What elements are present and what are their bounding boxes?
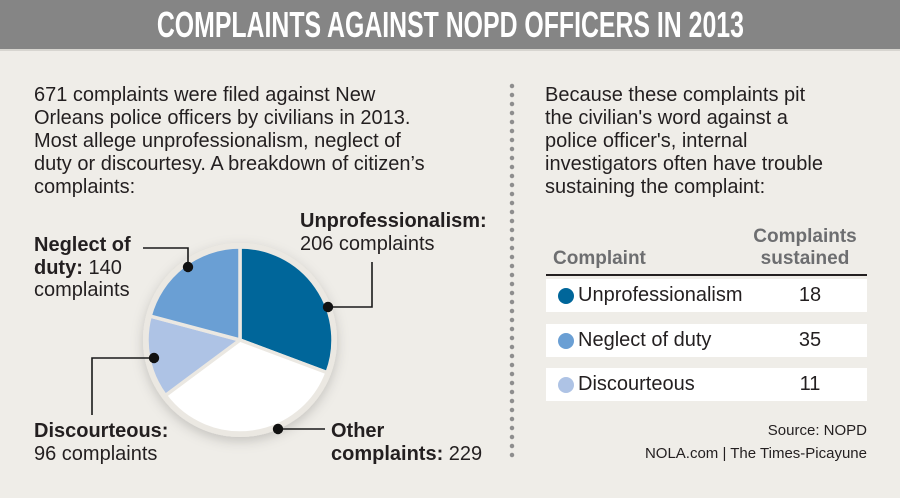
leader-discourteous [91,352,160,415]
right-intro-line: Because these complaints pit [545,84,806,106]
pie-border [143,243,337,437]
label-title: Neglect of [34,234,131,256]
pie-slices [145,245,335,435]
left-intro-line: 671 complaints were filed against New [34,84,376,106]
leader-unprofessionalism [322,262,373,313]
title-bar: COMPLAINTS AGAINST NOPD OFFICERS IN 2013 [0,0,900,51]
label-title: complaints: [331,442,444,465]
pie-slice-neglect-of-duty [148,245,242,342]
legend-dot-icon [558,376,574,393]
leader-dot-icon [182,261,194,273]
right-intro-line: investigators often have trouble [545,153,823,175]
table-header-line: Complaints [753,226,857,247]
table-row: Neglect of duty 35 [546,324,867,357]
label-discourteous: Discourteous: 96 complaints [34,420,168,465]
legend-dot-icon [558,332,574,349]
table-cell-complaint: Discourteous [578,373,695,395]
page-title: COMPLAINTS AGAINST NOPD OFFICERS IN 2013 [156,3,744,45]
leader-dot-icon [322,301,334,313]
left-intro-line: Most allege unprofessionalism, neglect o… [34,130,401,152]
source-credit: Source: NOPD [767,422,867,439]
table-header-sustained: Complaints sustained [745,226,865,270]
label-unprofessionalism: Unprofessionalism: 206 complaints [300,210,487,255]
pie-slice-discourteous [145,314,242,398]
label-neglect-of-duty: Neglect of duty: 140 complaints [34,234,131,302]
left-intro-line: complaints: [34,176,136,198]
table-header-line: sustained [760,248,850,269]
label-title: Discourteous: [34,420,169,442]
legend-dot-icon [558,287,574,304]
left-intro-line: Orleans police officers by civilians in … [34,107,411,129]
leader-dot-icon [148,352,160,364]
table-cell-sustained: 18 [798,284,822,306]
leader-dot-icon [272,423,284,435]
right-intro-paragraph: Because these complaints pit the civilia… [545,84,823,199]
publisher-credit: NOLA.com | The Times-Picayune [644,445,867,462]
table-cell-sustained: 35 [798,329,822,351]
table-row: Unprofessionalism 18 [546,279,867,312]
table-cell-sustained: 11 [799,373,821,395]
label-title: duty: [34,256,83,279]
label-title: Unprofessionalism: [300,210,487,232]
label-value: 206 complaints [300,232,435,255]
leader-neglect [143,247,194,273]
pie-slice-unprofessionalism [238,245,335,375]
right-intro-line: the civilian's word against a [545,107,788,129]
table-cell-complaint: Neglect of duty [578,329,712,351]
leader-other [272,423,325,435]
table-cell-complaint: Unprofessionalism [578,284,743,306]
right-intro-line: police officer's, internal [545,130,748,152]
pie-slice-other-complaints [163,338,329,435]
table-header-complaint: Complaint [553,248,646,269]
label-value: 229 [443,442,483,465]
left-intro-line: duty or discourtesy. A breakdown of citi… [34,153,425,175]
label-other-complaints: Other complaints: 229 [331,420,482,465]
table-header-rule [546,274,867,276]
table-row: Discourteous 11 [546,368,867,401]
label-title: Other [331,420,385,442]
label-value: 96 complaints [34,442,158,465]
label-unit: complaints [34,279,130,301]
label-value: 140 [82,256,122,279]
left-intro-paragraph: 671 complaints were filed against New Or… [34,84,425,199]
right-intro-line: sustaining the complaint: [545,176,766,198]
